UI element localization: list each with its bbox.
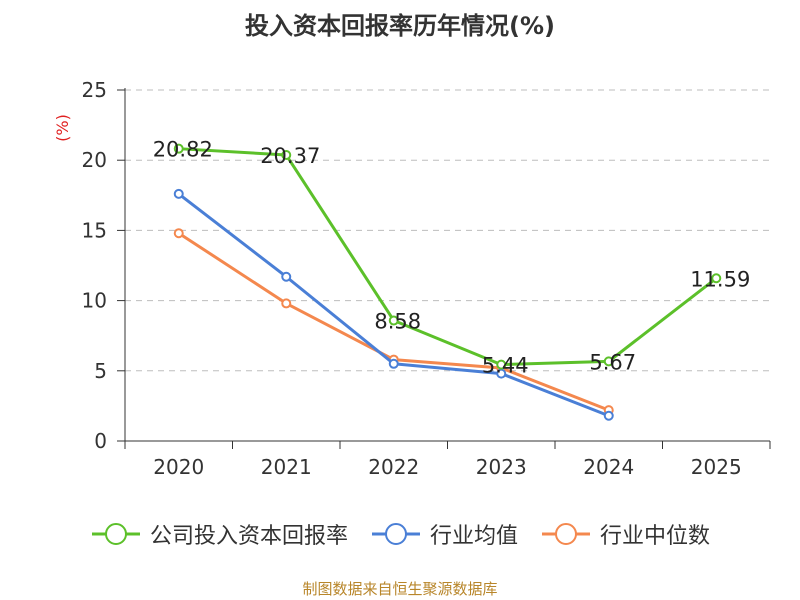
data-point[interactable] xyxy=(711,273,722,284)
legend: 公司投入资本回报率 行业均值 行业中位数 xyxy=(0,518,800,550)
data-label: 20.82 xyxy=(153,138,213,162)
legend-item-industry-median[interactable]: 行业中位数 xyxy=(540,518,710,550)
y-tick-label: 25 xyxy=(82,78,107,102)
y-tick-label: 15 xyxy=(82,218,107,242)
legend-label-industry-mean: 行业均值 xyxy=(429,524,518,549)
series-line xyxy=(177,192,610,418)
data-label: 11.59 xyxy=(690,267,750,291)
data-label: 5.67 xyxy=(589,350,636,374)
data-labels: 20.82 20.37 8.58 5.44 5.67 11.59 xyxy=(153,138,751,378)
data-label: 8.58 xyxy=(374,310,421,334)
data-label: 20.37 xyxy=(260,144,320,168)
x-tick-label: 2025 xyxy=(691,455,742,479)
series-lines xyxy=(173,143,722,421)
y-tick-label: 10 xyxy=(82,289,107,313)
legend-line-marker-icon xyxy=(371,523,420,545)
data-point[interactable] xyxy=(603,356,614,367)
data-point[interactable] xyxy=(281,298,292,309)
data-point[interactable] xyxy=(173,228,184,239)
legend-line-marker-icon xyxy=(91,523,140,545)
data-point[interactable] xyxy=(496,359,507,370)
x-tick-label: 2021 xyxy=(261,455,312,479)
y-axis-label: (%) xyxy=(53,114,72,142)
grid-lines xyxy=(125,89,770,372)
legend-item-company[interactable]: 公司投入资本回报率 xyxy=(90,518,348,550)
x-tick-label: 2023 xyxy=(476,455,527,479)
data-point[interactable] xyxy=(173,188,184,199)
data-point[interactable] xyxy=(281,150,292,161)
chart-title: 投入资本回报率历年情况(%) xyxy=(245,12,555,40)
legend-label-industry-median: 行业中位数 xyxy=(600,524,711,549)
legend-item-industry-mean[interactable]: 行业均值 xyxy=(370,518,518,550)
data-point[interactable] xyxy=(388,315,399,326)
legend-label-company: 公司投入资本回报率 xyxy=(149,524,348,549)
data-point[interactable] xyxy=(388,358,399,369)
x-tick-label: 2020 xyxy=(153,455,204,479)
data-label: 5.44 xyxy=(482,354,529,378)
series-line xyxy=(178,147,718,367)
x-tick-label: 2022 xyxy=(368,455,419,479)
data-point[interactable] xyxy=(603,410,614,421)
y-tick-label: 5 xyxy=(94,359,107,383)
data-source-note: 制图数据来自恒生聚源数据库 xyxy=(302,580,498,598)
data-point[interactable] xyxy=(173,143,184,154)
legend-line-marker-icon xyxy=(542,523,590,545)
y-tick-label: 20 xyxy=(82,148,107,172)
y-tick-label: 0 xyxy=(94,429,107,453)
x-tick-label: 2024 xyxy=(583,455,634,479)
data-point[interactable] xyxy=(281,271,292,282)
